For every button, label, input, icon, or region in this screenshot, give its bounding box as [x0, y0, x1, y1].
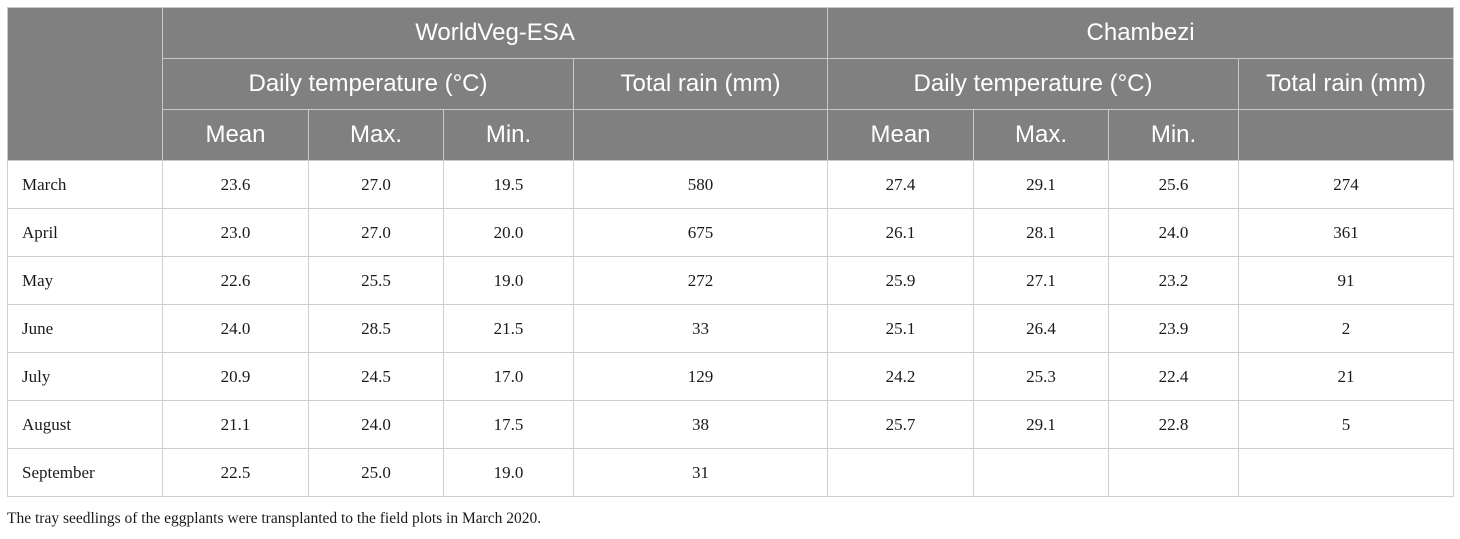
table-cell: 21.1	[162, 400, 309, 449]
climate-table: WorldVeg-ESA Chambezi Daily temperature …	[7, 7, 1455, 497]
table-cell: 129	[572, 352, 829, 401]
row-label-month: June	[7, 304, 163, 353]
row-label-month: July	[7, 352, 163, 401]
sub-header-mean: Mean	[827, 109, 975, 161]
table-row: March 23.6 27.0 19.5 580 27.4 29.1 25.6 …	[7, 160, 1455, 209]
group-header-temperature: Daily temperature (°C)	[162, 58, 574, 110]
table-cell: 26.1	[827, 208, 975, 257]
table-row: July 20.9 24.5 17.0 129 24.2 25.3 22.4 2…	[7, 352, 1455, 401]
table-cell: 28.1	[973, 208, 1110, 257]
row-label-month: March	[7, 160, 163, 209]
table-cell: 24.0	[1108, 208, 1240, 257]
header-corner	[7, 7, 163, 161]
header-row-sites: WorldVeg-ESA Chambezi	[7, 7, 1455, 161]
table-cell: 17.5	[443, 400, 574, 449]
table-cell: 19.0	[443, 448, 574, 497]
table-cell: 25.1	[827, 304, 975, 353]
table-cell: 22.4	[1108, 352, 1240, 401]
table-cell	[1238, 448, 1455, 497]
table-cell: 25.9	[827, 256, 975, 305]
table-cell: 91	[1238, 256, 1455, 305]
sub-header-max: Max.	[973, 109, 1110, 161]
sub-header-empty	[572, 109, 829, 161]
table-cell: 19.0	[443, 256, 574, 305]
table-cell: 27.0	[308, 208, 444, 257]
site-header-chambezi: Chambezi	[827, 7, 1455, 59]
table-row: August 21.1 24.0 17.5 38 25.7 29.1 22.8 …	[7, 400, 1455, 449]
table-cell: 22.6	[162, 256, 309, 305]
table-cell: 23.9	[1108, 304, 1240, 353]
table-cell: 24.5	[308, 352, 444, 401]
table-cell: 19.5	[443, 160, 574, 209]
table-cell: 17.0	[443, 352, 574, 401]
table-cell: 27.0	[308, 160, 444, 209]
table-cell: 20.9	[162, 352, 309, 401]
table-cell: 272	[572, 256, 829, 305]
table-cell	[973, 448, 1110, 497]
sub-header-min: Min.	[1108, 109, 1240, 161]
table-cell: 2	[1238, 304, 1455, 353]
group-header-rain: Total rain (mm)	[1238, 58, 1455, 110]
sub-header-min: Min.	[443, 109, 574, 161]
table-cell: 31	[572, 448, 829, 497]
table-row: September 22.5 25.0 19.0 31	[7, 448, 1455, 497]
table-cell: 274	[1238, 160, 1455, 209]
table-row: April 23.0 27.0 20.0 675 26.1 28.1 24.0 …	[7, 208, 1455, 257]
sub-header-mean: Mean	[162, 109, 309, 161]
table-cell: 21	[1238, 352, 1455, 401]
climate-table-container: WorldVeg-ESA Chambezi Daily temperature …	[7, 7, 1455, 497]
group-header-temperature: Daily temperature (°C)	[827, 58, 1240, 110]
table-cell: 21.5	[443, 304, 574, 353]
table-cell: 23.6	[162, 160, 309, 209]
row-label-month: April	[7, 208, 163, 257]
group-header-rain: Total rain (mm)	[572, 58, 829, 110]
table-cell: 25.6	[1108, 160, 1240, 209]
row-label-month: August	[7, 400, 163, 449]
table-cell: 29.1	[973, 160, 1110, 209]
site-header-worldveg: WorldVeg-ESA	[161, 7, 829, 59]
table-cell	[1108, 448, 1240, 497]
table-cell: 22.8	[1108, 400, 1240, 449]
header-row-stats: Mean Max. Min. Mean Max. Min.	[8, 109, 1455, 161]
sub-header-max: Max.	[308, 109, 444, 161]
table-cell: 27.1	[973, 256, 1110, 305]
table-cell: 33	[572, 304, 829, 353]
table-cell: 25.3	[973, 352, 1110, 401]
sub-header-empty	[1238, 109, 1455, 161]
table-cell: 25.0	[308, 448, 444, 497]
table-cell: 23.0	[162, 208, 309, 257]
table-cell: 24.0	[308, 400, 444, 449]
table-cell: 26.4	[973, 304, 1110, 353]
table-cell: 24.2	[827, 352, 975, 401]
row-label-month: September	[7, 448, 163, 497]
table-row: June 24.0 28.5 21.5 33 25.1 26.4 23.9 2	[7, 304, 1455, 353]
table-row: May 22.6 25.5 19.0 272 25.9 27.1 23.2 91	[7, 256, 1455, 305]
table-cell: 675	[572, 208, 829, 257]
table-footnote: The tray seedlings of the eggplants were…	[7, 510, 542, 527]
table-cell: 28.5	[308, 304, 444, 353]
table-cell: 27.4	[827, 160, 975, 209]
table-cell: 38	[572, 400, 829, 449]
table-cell: 5	[1238, 400, 1455, 449]
table-cell: 29.1	[973, 400, 1110, 449]
table-cell	[827, 448, 975, 497]
table-cell: 20.0	[443, 208, 574, 257]
row-label-month: May	[7, 256, 163, 305]
table-cell: 23.2	[1108, 256, 1240, 305]
table-cell: 25.5	[308, 256, 444, 305]
table-cell: 361	[1238, 208, 1455, 257]
table-cell: 24.0	[162, 304, 309, 353]
table-cell: 580	[572, 160, 829, 209]
header-row-groups: Daily temperature (°C) Total rain (mm) D…	[8, 58, 1455, 110]
table-cell: 25.7	[827, 400, 975, 449]
table-cell: 22.5	[162, 448, 309, 497]
